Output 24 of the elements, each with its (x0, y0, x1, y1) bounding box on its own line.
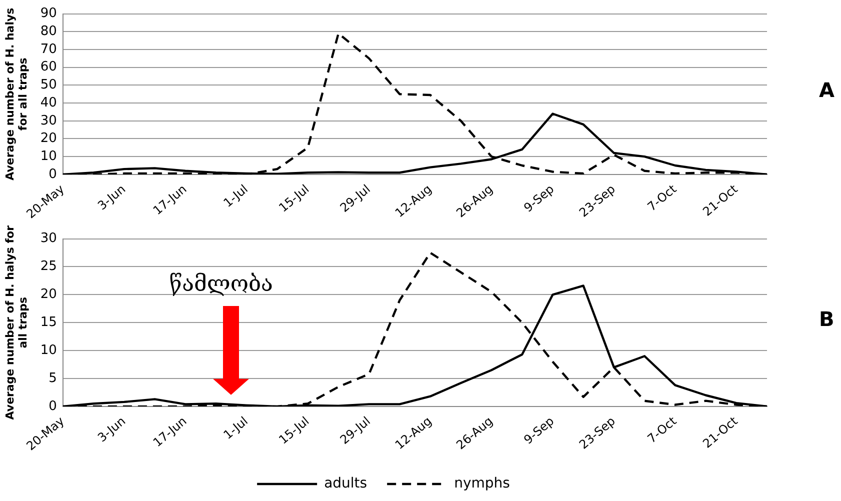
y-tick-label: 25 (40, 259, 57, 274)
y-tick-label: 40 (40, 95, 57, 110)
y-tick-label: 10 (40, 342, 57, 358)
y-tick-label: 20 (40, 131, 57, 146)
legend-label: adults (324, 476, 368, 492)
y-tick-label: 30 (40, 113, 57, 128)
y-tick-label: 0 (48, 398, 57, 414)
y-tick-label: 15 (40, 314, 57, 330)
y-tick-label: 60 (40, 60, 57, 75)
y-tick-label: 70 (40, 42, 57, 57)
y-tick-label: 20 (40, 287, 57, 302)
text: B (819, 306, 834, 331)
y-tick-label: 5 (48, 370, 57, 386)
y-tick-label: 50 (40, 78, 57, 93)
y-tick-label: 90 (40, 6, 57, 22)
y-axis-title: Average number of H. halys for all traps (3, 7, 30, 180)
y-tick-label: 80 (40, 24, 57, 40)
annotation: წამლობა (169, 272, 273, 297)
y-tick-label: 30 (40, 231, 57, 246)
text: A (819, 78, 834, 102)
y-axis-title: Average number of H. halys for all traps (3, 224, 30, 420)
y-tick-label: 10 (40, 148, 57, 164)
y-tick-label: 0 (48, 166, 57, 182)
legend-label: nymphs (454, 476, 510, 492)
